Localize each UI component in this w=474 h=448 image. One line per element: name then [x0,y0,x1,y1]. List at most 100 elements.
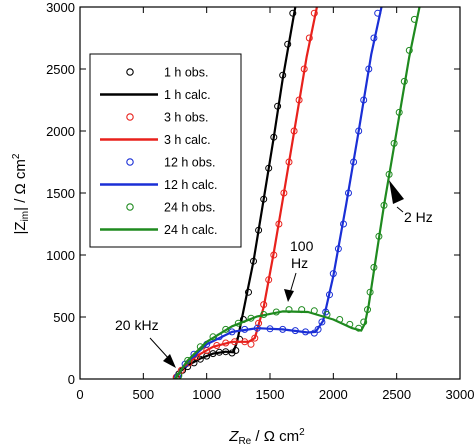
obs-point-3h [213,342,221,349]
obs-point-12h [360,96,368,104]
obs-point-24h [209,333,217,341]
obs-point-24h [346,320,354,328]
obs-point-3h [177,366,185,374]
obs-point-24h [234,319,242,327]
obs-point-3h [300,65,308,73]
obs-point-12h [355,127,363,135]
obs-point-3h [265,276,273,284]
y-tick-label: 500 [53,310,75,325]
obs-point-12h [241,325,249,333]
legend-marker [126,203,134,211]
obs-point-1h [279,71,287,79]
obs-point-24h [272,308,280,316]
obs-point-12h [279,325,287,333]
obs-point-24h [390,139,398,147]
obs-point-1h [265,164,273,172]
obs-point-3h [295,96,303,104]
x-tick-label: 2000 [319,387,348,402]
x-tick-label: 3000 [446,387,474,402]
obs-point-24h [385,170,393,178]
annotation-100hz-arrow-line [289,272,297,294]
x-tick-label: 500 [132,387,154,402]
obs-point-24h [298,306,306,314]
obs-point-24h [222,325,230,333]
obs-point-24h [260,311,268,318]
obs-point-24h [247,314,255,322]
obs-point-1h [190,359,198,367]
obs-point-24h [370,263,378,271]
obs-point-3h [285,158,293,166]
obs-point-12h [228,328,236,336]
obs-point-1h [255,226,263,234]
obs-point-3h [305,34,313,42]
obs-point-3h [255,319,263,327]
obs-point-3h [260,301,268,309]
obs-point-12h [253,324,261,332]
obs-point-24h [375,232,383,240]
obs-point-3h [241,338,249,346]
annotation-2hz-arrow-line [396,206,404,213]
obs-point-1h [245,288,252,296]
obs-point-12h [334,245,342,253]
annotation-100hz-value: 100 [290,238,314,254]
x-tick-label: 2500 [382,387,411,402]
obs-point-24h [405,46,413,54]
obs-point-24h [184,356,192,364]
legend-label: 24 h obs. [164,201,215,215]
legend-label: 12 h obs. [164,156,215,170]
y-tick-label: 3000 [46,0,75,15]
obs-point-12h [310,329,318,337]
annotation-20khz-arrowhead [163,354,176,368]
obs-point-24h [310,307,318,315]
obs-point-12h [329,270,337,278]
obs-point-1h [284,40,292,48]
x-tick-label: 0 [76,387,83,402]
annotation-20khz-arrow-line [149,337,171,361]
obs-point-3h [231,338,238,346]
obs-point-1h [274,102,282,110]
x-axis-label: ZRe / Ω cm2 [228,427,305,447]
obs-point-12h [370,34,378,42]
obs-point-24h [400,77,408,85]
y-tick-label: 2000 [46,124,75,139]
obs-point-12h [318,318,326,326]
y-axis-label: |Zim| / Ω cm2 [11,153,31,234]
obs-point-24h [323,311,331,318]
annotation-100hz-arrowhead [284,289,294,302]
obs-point-24h [285,306,293,314]
obs-point-1h [232,347,240,354]
obs-point-24h [364,306,371,314]
obs-point-12h [302,328,309,336]
obs-point-12h [340,220,347,228]
obs-point-24h [355,324,363,332]
obs-point-3h [310,9,318,17]
obs-point-1h [250,257,257,265]
legend-label: 12 h calc. [164,178,218,192]
obs-point-12h [350,158,358,166]
annotation-20khz: 20 kHz [115,317,159,333]
obs-point-12h [266,325,274,333]
obs-point-1h [209,350,217,358]
obs-point-24h [360,318,368,326]
obs-point-12h [365,65,373,73]
obs-point-3h [280,189,288,197]
legend-label: 3 h calc. [164,133,211,147]
obs-point-12h [374,9,382,17]
obs-point-12h [345,189,352,197]
annotation-2hz-arrowhead [389,180,404,204]
legend-marker [126,158,134,166]
legend-box [89,53,242,248]
legend: 1 h obs. 1 h calc. 3 h obs. 3 h calc. 12 h o… [89,53,242,248]
obs-point-3h [251,334,259,342]
y-tick-label: 2500 [46,62,75,77]
legend-marker [126,113,134,121]
obs-point-1h [260,195,268,203]
y-tick-label: 1000 [46,248,75,263]
obs-point-24h [196,343,204,351]
obs-point-12h [314,325,322,333]
annotation-100hz-unit: Hz [291,255,308,271]
obs-point-24h [366,288,374,296]
obs-point-24h [410,15,418,23]
annotations: 20 kHz 100 Hz 2 Hz [115,180,433,368]
